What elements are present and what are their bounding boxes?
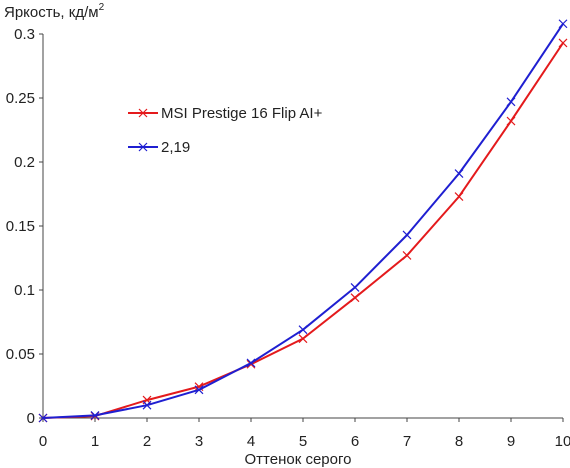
series-1-point: [402, 230, 412, 240]
series-1-point: [246, 358, 256, 368]
y-axis-title-superscript: 2: [99, 2, 105, 13]
y-tick-label: 0.25: [6, 90, 35, 107]
legend-label-msi: MSI Prestige 16 Flip AI+: [161, 105, 323, 122]
x-tick-label: 9: [507, 433, 515, 450]
series-1-point: [298, 325, 308, 335]
x-tick-label: 2: [143, 433, 151, 450]
series-1-point: [194, 385, 204, 395]
series-layer: [38, 19, 568, 423]
series-line-1: [42, 23, 564, 419]
x-tick-label: 5: [299, 433, 307, 450]
x-tick-label: 0: [39, 433, 47, 450]
series-1-point: [90, 411, 100, 420]
legend-entry-msi: MSI Prestige 16 Flip AI+: [128, 105, 323, 122]
x-tick-label: 8: [455, 433, 463, 450]
y-tick-label: 0: [27, 410, 35, 427]
series-1-point: [558, 19, 568, 29]
x-tick-label: 4: [247, 433, 255, 450]
y-tick-label: 0.1: [14, 282, 35, 299]
y-tick-label: 0.15: [6, 218, 35, 235]
series-1-point: [350, 283, 360, 292]
legend: MSI Prestige 16 Flip AI+ 2,19: [128, 105, 323, 156]
x-tick-label: 3: [195, 433, 203, 450]
y-axis-title: Яркость, кд/м2: [4, 2, 105, 21]
legend-label-gamma: 2,19: [161, 139, 190, 156]
x-tick-label: 7: [403, 433, 411, 450]
x-tick-label: 10: [555, 433, 570, 450]
legend-marker-gamma: [138, 142, 148, 152]
series-0-point: [558, 38, 568, 48]
x-axis-ticks: 0 1 2 3 4 5 6 7 8 9 10: [39, 418, 570, 450]
series-0-point: [350, 293, 360, 303]
x-tick-label: 6: [351, 433, 359, 450]
series-0-point: [506, 116, 516, 126]
x-tick-label: 1: [91, 433, 99, 450]
legend-entry-gamma: 2,19: [128, 139, 190, 156]
series-0-point: [298, 334, 308, 344]
series-1-point: [506, 97, 516, 107]
series-0-point: [454, 192, 464, 201]
x-axis-title: Оттенок серого: [245, 451, 352, 468]
y-axis-title-main: Яркость, кд/м: [4, 4, 99, 21]
legend-marker-msi: [138, 108, 148, 118]
y-tick-label: 0.05: [6, 346, 35, 363]
series-1-point: [454, 169, 464, 178]
series-1-point: [38, 413, 48, 423]
y-tick-label: 0.2: [14, 154, 35, 171]
y-axis-ticks: 0 0.05 0.1 0.15 0.2 0.25 0.3: [6, 26, 43, 427]
series-0-point: [402, 251, 412, 260]
series-line-0: [42, 42, 564, 419]
series-1-point: [142, 400, 152, 410]
y-tick-label: 0.3: [14, 26, 35, 43]
